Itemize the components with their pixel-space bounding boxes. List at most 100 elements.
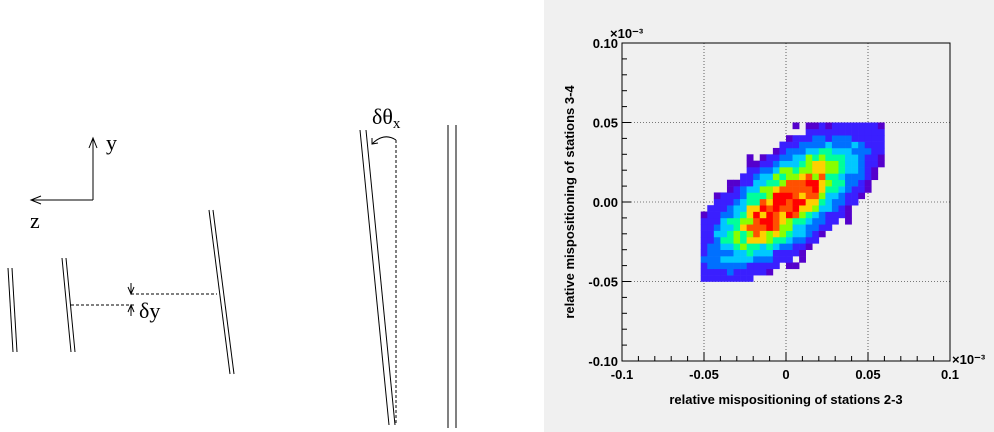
histogram-bin bbox=[746, 173, 754, 181]
histogram-bin bbox=[713, 205, 721, 212]
histogram-bin bbox=[700, 230, 708, 238]
histogram-bin bbox=[786, 147, 793, 155]
histogram-bin bbox=[766, 243, 774, 250]
histogram-bin bbox=[877, 147, 885, 155]
station-1-plane bbox=[7, 267, 14, 353]
histogram-bin bbox=[753, 268, 761, 276]
histogram-bin bbox=[759, 211, 767, 219]
histogram-bin bbox=[766, 186, 774, 193]
histogram-bin bbox=[812, 122, 820, 130]
histogram-bin bbox=[825, 141, 833, 149]
histogram-bin bbox=[733, 198, 741, 206]
histogram-bin bbox=[838, 160, 846, 168]
histogram-bin bbox=[831, 167, 839, 174]
histogram-bin bbox=[805, 236, 813, 244]
histogram-bin bbox=[812, 173, 820, 181]
histogram-bin bbox=[877, 135, 885, 142]
histogram-bin bbox=[799, 211, 806, 219]
histogram-bin bbox=[871, 128, 879, 136]
histogram-bin bbox=[779, 205, 787, 212]
histogram-bin bbox=[740, 256, 747, 263]
histogram-bin bbox=[772, 186, 780, 193]
histogram-bin bbox=[831, 128, 839, 136]
histogram-bin bbox=[831, 141, 839, 149]
histogram-bin bbox=[740, 224, 747, 231]
histogram-bin bbox=[799, 186, 806, 193]
histogram-bin bbox=[759, 205, 767, 212]
histogram-bin bbox=[700, 236, 708, 244]
histogram-bin bbox=[772, 192, 780, 200]
histogram-bin bbox=[792, 198, 800, 206]
histogram-bin bbox=[759, 160, 767, 168]
histogram-bin bbox=[786, 249, 793, 257]
histogram-bin bbox=[831, 173, 839, 181]
histogram-bin bbox=[726, 236, 734, 244]
histogram-bin bbox=[759, 192, 767, 200]
station-3-plane bbox=[212, 209, 235, 375]
histogram-bin bbox=[753, 167, 761, 174]
histogram-bin bbox=[831, 154, 839, 161]
histogram-bin bbox=[779, 179, 787, 187]
histogram-bin bbox=[753, 243, 761, 250]
histogram-bin bbox=[825, 160, 833, 168]
histogram-bin bbox=[818, 141, 826, 149]
histogram-bin bbox=[786, 198, 793, 206]
histogram-bin bbox=[746, 268, 754, 276]
histogram-bin bbox=[838, 211, 846, 219]
y-axis-label: y bbox=[106, 130, 117, 155]
histogram-bin bbox=[707, 275, 715, 282]
histogram-bin bbox=[871, 154, 879, 161]
histogram-bin bbox=[707, 256, 715, 263]
histogram-bin bbox=[812, 147, 820, 155]
histogram-bin bbox=[805, 179, 813, 187]
histogram-bin bbox=[707, 236, 715, 244]
histogram-bin bbox=[759, 230, 767, 238]
histogram-bin bbox=[772, 154, 780, 161]
histogram-bin bbox=[746, 275, 754, 282]
y-tick-label: -0.05 bbox=[588, 275, 618, 290]
tilted-station-plane bbox=[359, 129, 390, 426]
histogram-bin bbox=[805, 186, 813, 193]
histogram-bin bbox=[858, 154, 866, 161]
histogram-bin bbox=[746, 243, 754, 250]
histogram-bin bbox=[818, 135, 826, 142]
histogram-bin bbox=[786, 186, 793, 193]
histogram-bin bbox=[772, 224, 780, 231]
histogram-bin bbox=[812, 198, 820, 206]
histogram-bin bbox=[726, 243, 734, 250]
histogram-bin bbox=[825, 122, 833, 130]
histogram-bin bbox=[799, 205, 806, 212]
histogram-bin bbox=[720, 205, 728, 212]
histogram-bin bbox=[713, 262, 721, 270]
histogram-bin bbox=[779, 243, 787, 250]
histogram-bin bbox=[700, 256, 708, 263]
histogram-bin bbox=[838, 122, 846, 130]
histogram-bin bbox=[845, 141, 852, 149]
histogram-bin bbox=[707, 230, 715, 238]
histogram-bin bbox=[871, 160, 879, 168]
histogram-bin bbox=[799, 141, 806, 149]
histogram-bin bbox=[786, 167, 793, 174]
histogram-bin bbox=[766, 268, 774, 276]
histogram-bin bbox=[812, 211, 820, 219]
histogram-bin bbox=[720, 262, 728, 270]
histogram-bin bbox=[851, 154, 859, 161]
histogram-bin bbox=[746, 160, 754, 168]
histogram-bin bbox=[818, 211, 826, 219]
histogram-bin bbox=[792, 217, 800, 225]
histogram-bin bbox=[759, 249, 767, 257]
histogram-bin bbox=[700, 262, 708, 270]
histogram-bin bbox=[753, 198, 761, 206]
histogram-bin bbox=[779, 160, 787, 168]
histogram-bin bbox=[786, 154, 793, 161]
histogram-cells bbox=[700, 122, 885, 282]
histogram-bin bbox=[733, 230, 741, 238]
histogram-bin bbox=[733, 275, 741, 282]
histogram-bin bbox=[779, 192, 787, 200]
y-axis-title: relative mispositioning of stations 3-4 bbox=[562, 85, 577, 319]
histogram-bin bbox=[792, 243, 800, 250]
histogram-bin bbox=[792, 135, 800, 142]
histogram-bin bbox=[772, 256, 780, 263]
histogram-bin bbox=[753, 230, 761, 238]
histogram-bin bbox=[786, 230, 793, 238]
